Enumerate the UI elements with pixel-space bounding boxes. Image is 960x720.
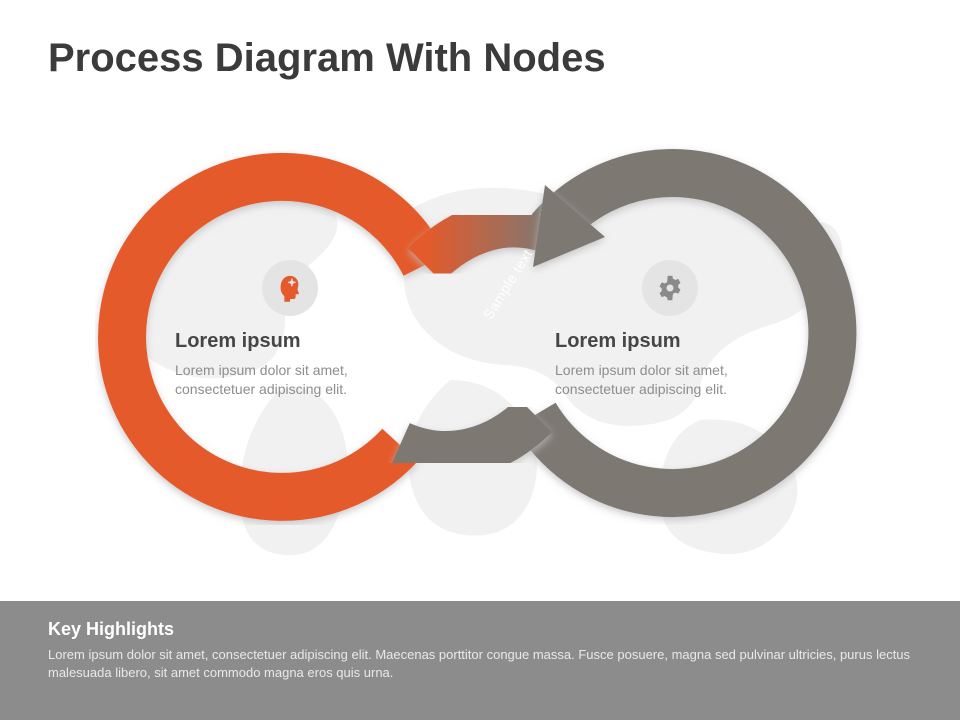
head-gears-icon [262,260,318,316]
footer-title: Key Highlights [48,619,912,640]
gear-icon [642,260,698,316]
node-right: Lorem ipsum Lorem ipsum dolor sit amet, … [555,260,785,399]
node-left-body: Lorem ipsum dolor sit amet, consectetuer… [175,361,405,399]
connector-ribbon-lower [400,415,535,455]
footer-body: Lorem ipsum dolor sit amet, consectetuer… [48,646,912,681]
node-right-body: Lorem ipsum dolor sit amet, consectetuer… [555,361,785,399]
slide: { "title": { "text": "Process Diagram Wi… [0,0,960,720]
node-left: Lorem ipsum Lorem ipsum dolor sit amet, … [175,260,405,399]
node-left-heading: Lorem ipsum [175,330,405,353]
footer-panel: Key Highlights Lorem ipsum dolor sit ame… [0,601,960,720]
node-right-heading: Lorem ipsum [555,330,785,353]
page-title: Process Diagram With Nodes [48,36,606,81]
